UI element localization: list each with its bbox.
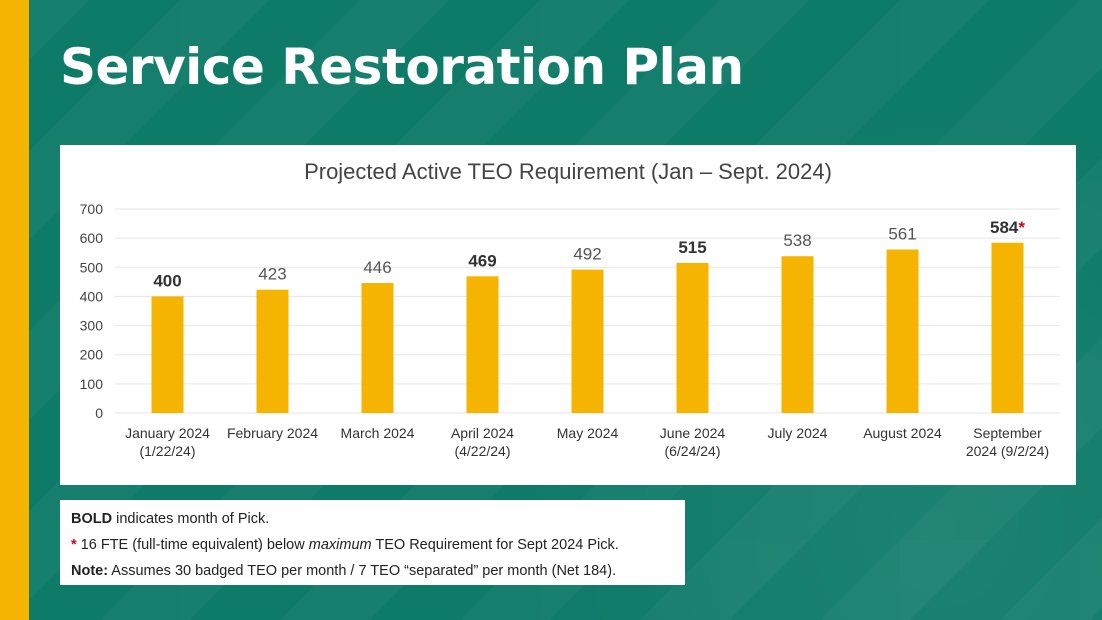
note-assumption: Note: Assumes 30 badged TEO per month / … (71, 558, 675, 584)
y-tick-label: 300 (80, 318, 104, 334)
data-label: 515 (678, 238, 706, 257)
x-tick-label: January 2024 (125, 425, 210, 441)
bold-keyword: BOLD (71, 511, 113, 527)
x-tick-label: February 2024 (227, 425, 318, 441)
bar (886, 249, 919, 413)
bar (256, 289, 289, 413)
x-tick-label: April 2024 (451, 425, 514, 441)
accent-side-bar (0, 0, 29, 620)
y-tick-label: 100 (80, 376, 104, 392)
bar (676, 262, 709, 413)
data-label: 469 (468, 251, 496, 270)
bar (991, 242, 1024, 413)
x-tick-label: September (973, 425, 1042, 441)
x-tick-label: July 2024 (768, 425, 828, 441)
x-tick-label: (6/24/24) (664, 443, 720, 459)
data-label-asterisk: * (1018, 218, 1025, 237)
bar (466, 276, 499, 413)
data-label: 561 (888, 225, 916, 244)
asterisk-marker: * (71, 537, 77, 553)
y-tick-label: 600 (80, 230, 104, 246)
y-tick-label: 400 (80, 288, 104, 304)
y-tick-label: 200 (80, 347, 104, 363)
note-keyword: Note: (71, 563, 109, 579)
x-tick-label: (1/22/24) (139, 443, 195, 459)
x-tick-label: May 2024 (557, 425, 619, 441)
bar (361, 283, 394, 413)
data-label: 446 (363, 258, 391, 277)
y-tick-label: 700 (80, 201, 104, 217)
y-tick-label: 500 (80, 259, 104, 275)
chart-card: Projected Active TEO Requirement (Jan – … (60, 145, 1076, 485)
y-tick-label: 0 (95, 405, 103, 421)
notes-card: BOLD indicates month of Pick. * 16 FTE (… (60, 500, 685, 585)
page-title: Service Restoration Plan (60, 38, 744, 96)
note-asterisk: * 16 FTE (full-time equivalent) below ma… (71, 532, 675, 558)
bar (151, 296, 184, 413)
data-label: 423 (258, 265, 286, 284)
bar (571, 269, 604, 413)
bold-legend-text: indicates month of Pick. (112, 511, 270, 527)
data-label: 400 (153, 271, 181, 290)
note-assumption-text: Assumes 30 badged TEO per month / 7 TEO … (108, 563, 617, 579)
data-label: 584* (990, 218, 1025, 237)
x-tick-label: June 2024 (660, 425, 726, 441)
data-label: 538 (783, 231, 811, 250)
x-tick-label: (4/22/24) (454, 443, 510, 459)
asterisk-text-em: maximum (308, 537, 372, 553)
data-label: 492 (573, 245, 601, 264)
x-tick-label: August 2024 (863, 425, 942, 441)
asterisk-text-a: 16 FTE (full-time equivalent) below (76, 537, 309, 553)
bar (781, 256, 814, 413)
note-bold-legend: BOLD indicates month of Pick. (71, 506, 675, 532)
x-tick-label: 2024 (9/2/24) (966, 443, 1049, 459)
chart-title: Projected Active TEO Requirement (Jan – … (304, 159, 832, 184)
asterisk-text-b: TEO Requirement for Sept 2024 Pick. (371, 537, 619, 553)
x-tick-label: March 2024 (341, 425, 415, 441)
bar-chart: Projected Active TEO Requirement (Jan – … (80, 159, 1060, 459)
